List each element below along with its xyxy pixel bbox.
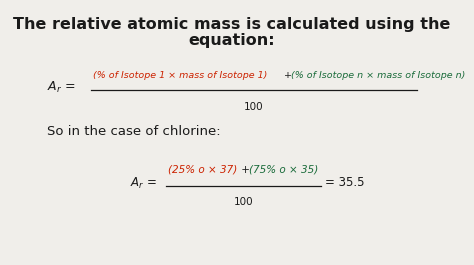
Text: 100: 100 [234,197,253,207]
Text: $A_r\,=$: $A_r\,=$ [130,175,158,191]
Text: (% of Isotope n × mass of Isotope n): (% of Isotope n × mass of Isotope n) [291,71,465,80]
Text: So in the case of chlorine:: So in the case of chlorine: [46,125,220,138]
Text: $A_r\,=$: $A_r\,=$ [46,80,75,95]
Text: +: + [281,71,295,80]
Text: 100: 100 [244,102,264,112]
Text: (% of Isotope 1 × mass of Isotope 1): (% of Isotope 1 × mass of Isotope 1) [93,71,267,80]
Text: (75% o × 35): (75% o × 35) [249,165,319,175]
Text: +: + [238,165,254,175]
Text: (25% o × 37): (25% o × 37) [168,165,237,175]
Text: The relative atomic mass is calculated using the: The relative atomic mass is calculated u… [13,17,450,32]
Text: equation:: equation: [188,33,275,48]
Text: = 35.5: = 35.5 [325,176,365,189]
